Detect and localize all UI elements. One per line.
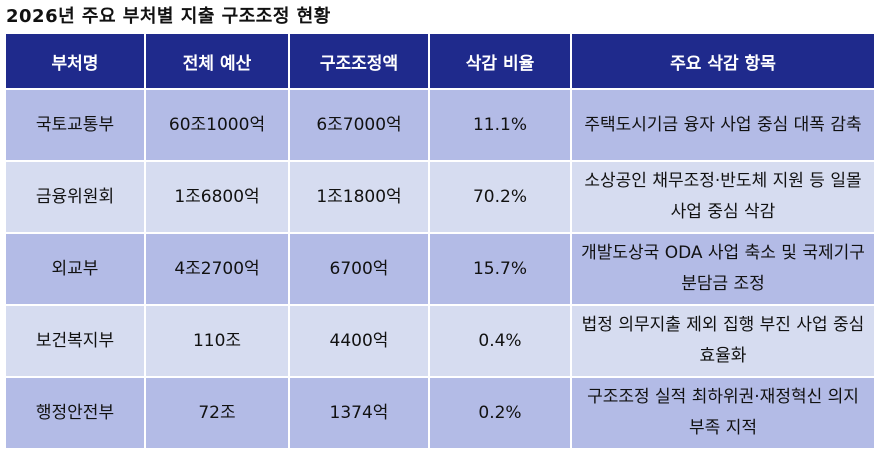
cell-cut-ratio: 70.2% — [428, 160, 572, 234]
cell-total-budget: 4조2700억 — [144, 232, 290, 306]
cell-cut-ratio: 11.1% — [428, 88, 572, 162]
cell-ministry: 금융위원회 — [4, 160, 146, 234]
cell-ministry: 외교부 — [4, 232, 146, 306]
cell-total-budget: 1조6800억 — [144, 160, 290, 234]
table-row: 보건복지부 110조 4400억 0.4% 법정 의무지출 제외 집행 부진 사… — [4, 304, 876, 378]
table-row: 금융위원회 1조6800억 1조1800억 70.2% 소상공인 채무조정·반도… — [4, 160, 876, 234]
cell-cut-ratio: 0.4% — [428, 304, 572, 378]
cell-cut-ratio: 15.7% — [428, 232, 572, 306]
page-title: 2026년 주요 부처별 지출 구조조정 현황 — [6, 6, 331, 27]
table-row: 행정안전부 72조 1374억 0.2% 구조조정 실적 최하위권·재정혁신 의… — [4, 376, 876, 450]
header-cut-ratio: 삭감 비율 — [428, 32, 572, 90]
cell-main-items: 주택도시기금 융자 사업 중심 대폭 감축 — [570, 88, 876, 162]
cell-cut-amount: 6조7000억 — [288, 88, 430, 162]
header-ministry: 부처명 — [4, 32, 146, 90]
cell-cut-amount: 1조1800억 — [288, 160, 430, 234]
cell-ministry: 행정안전부 — [4, 376, 146, 450]
header-main-items: 주요 삭감 항목 — [570, 32, 876, 90]
budget-table: 부처명 전체 예산 구조조정액 삭감 비율 주요 삭감 항목 국토교통부 60조… — [4, 32, 876, 450]
cell-total-budget: 60조1000억 — [144, 88, 290, 162]
cell-ministry: 보건복지부 — [4, 304, 146, 378]
cell-cut-amount: 4400억 — [288, 304, 430, 378]
cell-ministry: 국토교통부 — [4, 88, 146, 162]
header-cut-amount: 구조조정액 — [288, 32, 430, 90]
cell-total-budget: 72조 — [144, 376, 290, 450]
cell-cut-ratio: 0.2% — [428, 376, 572, 450]
cell-main-items: 개발도상국 ODA 사업 축소 및 국제기구 분담금 조정 — [570, 232, 876, 306]
cell-cut-amount: 6700억 — [288, 232, 430, 306]
table-header-row: 부처명 전체 예산 구조조정액 삭감 비율 주요 삭감 항목 — [4, 32, 876, 90]
table-row: 국토교통부 60조1000억 6조7000억 11.1% 주택도시기금 융자 사… — [4, 88, 876, 162]
cell-main-items: 소상공인 채무조정·반도체 지원 등 일몰 사업 중심 삭감 — [570, 160, 876, 234]
header-total-budget: 전체 예산 — [144, 32, 290, 90]
cell-main-items: 법정 의무지출 제외 집행 부진 사업 중심 효율화 — [570, 304, 876, 378]
cell-main-items: 구조조정 실적 최하위권·재정혁신 의지 부족 지적 — [570, 376, 876, 450]
table-row: 외교부 4조2700억 6700억 15.7% 개발도상국 ODA 사업 축소 … — [4, 232, 876, 306]
cell-cut-amount: 1374억 — [288, 376, 430, 450]
cell-total-budget: 110조 — [144, 304, 290, 378]
